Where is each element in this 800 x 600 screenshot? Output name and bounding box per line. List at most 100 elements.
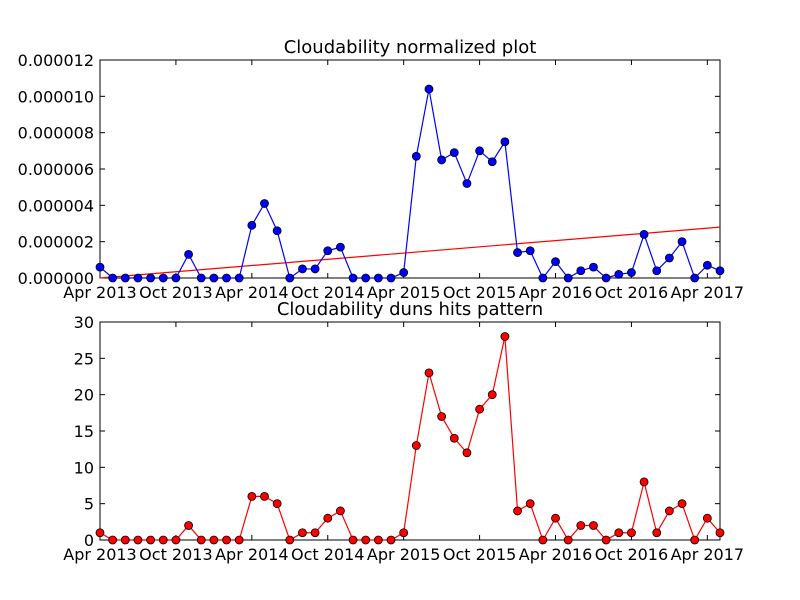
data-point [449, 433, 459, 443]
data-point [158, 535, 168, 545]
data-point [411, 441, 421, 450]
data-point [386, 273, 396, 283]
data-point [411, 151, 421, 161]
data-point [639, 477, 649, 487]
data-point [513, 248, 522, 257]
data-point [373, 273, 383, 283]
x-tick-label: Oct 2014 [291, 283, 364, 302]
data-point [285, 273, 295, 283]
x-tick-label: Oct 2013 [139, 545, 212, 564]
x-tick-label: Oct 2013 [139, 283, 212, 302]
normalized-plot-panel: Cloudability normalized plot 0.0000000.0… [18, 37, 744, 302]
data-point [209, 535, 219, 545]
data-point [690, 535, 700, 545]
plot-frame [99, 321, 721, 541]
y-tick-label: 0.000010 [18, 87, 94, 106]
x-tick-label: Apr 2014 [215, 545, 288, 564]
data-point [702, 260, 712, 270]
data-point [589, 262, 598, 272]
data-point [348, 273, 358, 283]
y-tick-label: 0 [84, 531, 94, 550]
data-point [196, 535, 206, 545]
trend-line [99, 226, 721, 279]
data-point [601, 535, 611, 545]
data-point [677, 237, 687, 247]
data-point [234, 535, 244, 545]
data-point [158, 273, 168, 283]
data-point [652, 266, 662, 276]
data-point [222, 273, 231, 283]
y-tick-label: 0.000004 [18, 196, 94, 215]
y-tick-label: 0.000006 [18, 160, 94, 179]
data-point [272, 226, 282, 236]
data-point [95, 262, 105, 272]
data-point [336, 506, 345, 516]
data-point [627, 528, 636, 538]
data-point [247, 491, 257, 501]
data-point [310, 264, 320, 274]
x-tick-label: Apr 2017 [671, 283, 744, 302]
x-tick-label: Oct 2015 [443, 545, 516, 564]
data-point [614, 528, 624, 538]
data-point [285, 535, 295, 545]
y-tick-label: 15 [74, 422, 94, 441]
x-tick-label: Apr 2016 [519, 545, 592, 564]
y-tick-label: 10 [74, 458, 94, 477]
data-point [462, 179, 472, 188]
data-point [133, 535, 143, 545]
data-point [399, 528, 409, 538]
series-line [99, 336, 721, 542]
data-point [475, 404, 484, 414]
data-point [614, 269, 624, 279]
data-point [146, 535, 156, 545]
data-point [576, 521, 586, 530]
data-point [222, 535, 231, 545]
data-point [525, 246, 535, 256]
x-tick-label: Apr 2015 [367, 283, 440, 302]
data-point [120, 273, 130, 283]
data-point [361, 273, 371, 283]
x-tick-label: Apr 2014 [215, 283, 288, 302]
data-point [715, 528, 725, 538]
y-tick-label: 30 [74, 313, 94, 332]
data-point [108, 535, 118, 545]
data-point [702, 513, 712, 523]
data-point [272, 499, 282, 509]
data-point [108, 273, 118, 283]
x-tick-label: Oct 2015 [443, 283, 516, 302]
data-point [298, 528, 307, 538]
y-tick-label: 25 [74, 349, 94, 368]
data-point [449, 148, 459, 158]
data-point [576, 266, 586, 276]
data-point [260, 491, 269, 501]
data-point [500, 332, 510, 341]
data-point [196, 273, 206, 283]
data-point [424, 84, 434, 94]
plot-area: 0.000000 0.000002 0.000004 0.000006 0.000008… [18, 51, 744, 302]
data-point [437, 155, 447, 165]
y-tick-label: 0.000002 [18, 233, 94, 252]
data-point [146, 273, 156, 283]
y-tick-label: 0.000008 [18, 124, 94, 143]
data-point [652, 528, 662, 538]
y-tick-label: 0.000012 [18, 51, 94, 70]
data-point [563, 273, 573, 283]
x-tick-label: Apr 2015 [367, 545, 440, 564]
data-point [120, 535, 130, 545]
data-point [234, 273, 244, 283]
data-point [601, 273, 611, 283]
data-point [323, 246, 333, 256]
data-point [386, 535, 396, 545]
chart-title: Cloudability duns hits pattern [277, 299, 543, 320]
data-point [487, 390, 497, 400]
data-point [437, 412, 447, 421]
data-point [538, 535, 548, 545]
data-point [247, 220, 257, 230]
data-point [563, 535, 573, 545]
data-point [677, 499, 687, 509]
data-point [475, 146, 484, 156]
x-tick-label: Oct 2014 [291, 545, 364, 564]
data-point [538, 273, 548, 283]
data-point [348, 535, 358, 545]
